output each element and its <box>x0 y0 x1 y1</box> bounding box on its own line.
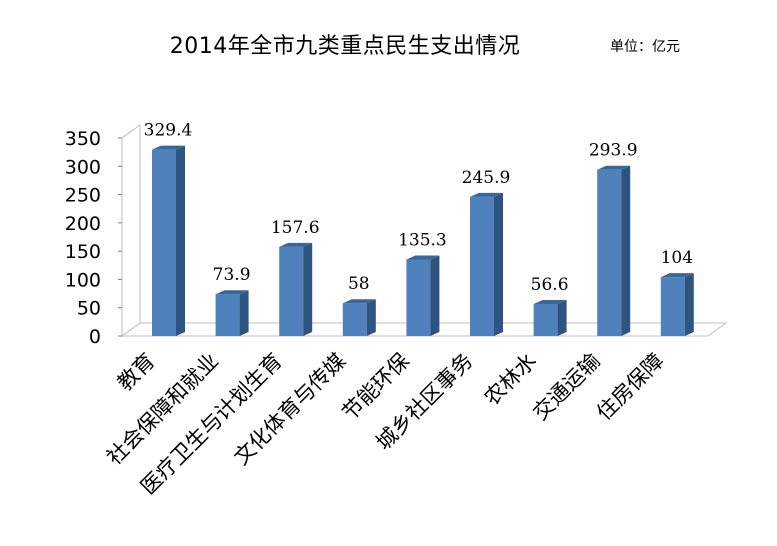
bar <box>406 259 431 336</box>
bar-side <box>684 273 694 336</box>
bar <box>279 246 304 336</box>
bar <box>152 149 176 336</box>
bar-top <box>152 145 185 150</box>
chart-title: 2014年全市九类重点民生支出情况 <box>169 34 521 59</box>
data-label: 135.3 <box>398 230 447 250</box>
data-label: 245.9 <box>462 168 511 188</box>
y-tick-label: 50 <box>77 298 101 320</box>
bar-top <box>279 242 313 247</box>
bar-side <box>557 299 567 336</box>
x-tick-label: 教育 <box>113 349 160 396</box>
bar <box>470 196 494 336</box>
bar <box>533 303 558 336</box>
bar-side <box>303 242 313 336</box>
bar <box>597 169 622 336</box>
bar-side <box>366 299 376 336</box>
y-tick-label: 150 <box>65 241 101 263</box>
bar-top <box>597 165 631 170</box>
bars-layer <box>152 145 694 336</box>
bar-side <box>430 255 440 336</box>
y-tick-label: 250 <box>65 185 101 207</box>
data-label: 104 <box>661 248 693 268</box>
x-tick-label: 农林水 <box>480 349 542 411</box>
bar-top <box>215 290 249 295</box>
bar-top <box>406 255 440 260</box>
x-tick-label: 住房保障 <box>592 349 668 425</box>
data-label: 157.6 <box>271 218 320 238</box>
bar <box>342 303 367 336</box>
bar-side <box>176 145 185 336</box>
x-tick-label: 文化体育与传媒 <box>229 349 350 470</box>
y-tick-label: 100 <box>65 269 101 291</box>
unit-label: 单位：亿元 <box>610 39 680 55</box>
y-tick-label: 350 <box>65 128 101 150</box>
data-label: 58 <box>348 274 370 294</box>
data-label: 73.9 <box>213 265 251 285</box>
bar-top <box>660 273 694 278</box>
y-tick-label: 0 <box>89 326 101 348</box>
bar-top <box>342 299 376 304</box>
bar-side <box>239 290 249 336</box>
bar-side <box>621 165 631 336</box>
chart-side-wall <box>121 124 141 337</box>
y-tick-label: 200 <box>65 213 101 235</box>
bar-top <box>470 192 503 197</box>
x-tick-label: 交通运输 <box>528 349 604 425</box>
bar-side <box>494 192 503 336</box>
bar-top <box>533 299 567 304</box>
data-label: 329.4 <box>144 121 193 141</box>
bar <box>215 294 240 336</box>
data-label: 293.9 <box>589 141 638 161</box>
y-tick-label: 300 <box>65 156 101 178</box>
data-label: 56.6 <box>531 275 569 295</box>
x-tick-label: 社会保障和就业 <box>102 349 223 470</box>
bar <box>660 277 685 336</box>
